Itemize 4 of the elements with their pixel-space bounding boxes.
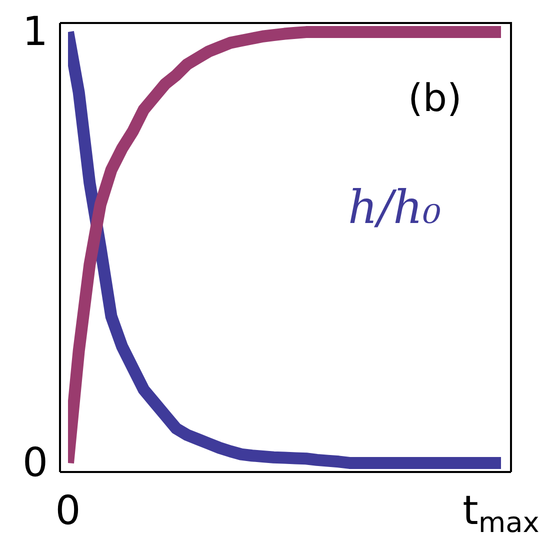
y-tick-label: 1 <box>22 9 48 56</box>
text: h/h₀ <box>348 180 442 234</box>
x-tick-label: t$_{max}$ <box>462 488 540 540</box>
annotation: (b) <box>408 76 462 120</box>
